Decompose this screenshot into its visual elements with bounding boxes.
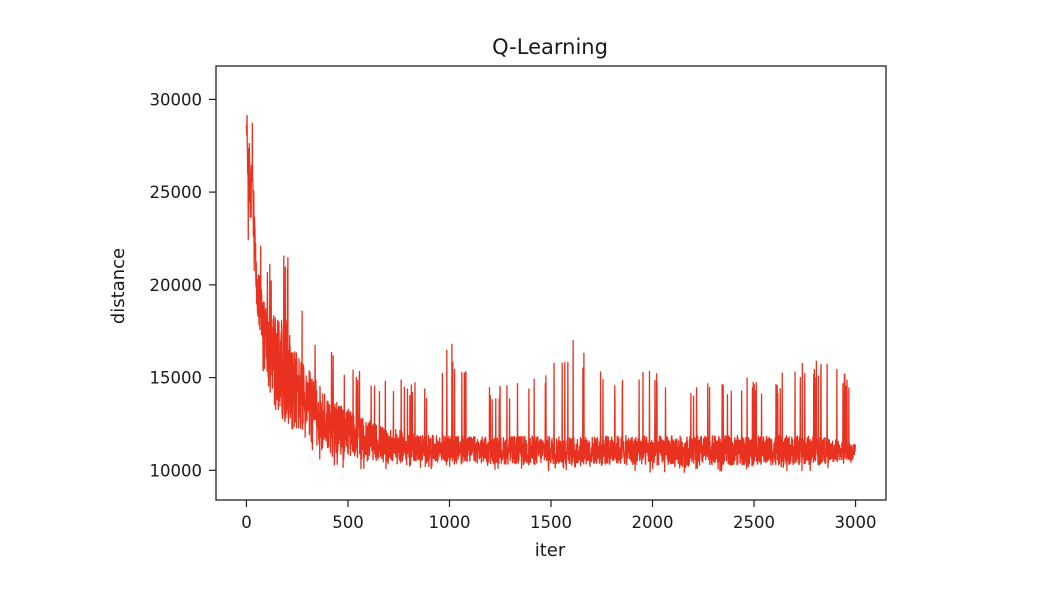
- axes: 0 500 1000 1500 2000 2500 3000 10000 15000 20000 2…: [150, 65, 887, 532]
- x-tick-label: 2500: [733, 513, 775, 532]
- x-tick-label: 0: [241, 513, 252, 532]
- plot-area: [245, 114, 856, 473]
- y-tick-label: 10000: [150, 461, 203, 480]
- y-tick-label: 30000: [150, 90, 203, 109]
- series-line: [245, 114, 856, 473]
- x-tick-label: 1000: [428, 513, 470, 532]
- chart-title: Q-Learning: [492, 35, 608, 59]
- y-tick-label: 15000: [150, 369, 203, 388]
- x-axis-label: iter: [535, 540, 566, 561]
- x-tick-label: 500: [332, 513, 364, 532]
- x-tick-label: 3000: [835, 513, 877, 532]
- y-axis-label: distance: [108, 248, 129, 324]
- y-tick-label: 20000: [150, 276, 203, 295]
- y-tick-label: 25000: [150, 183, 203, 202]
- x-tick-label: 1500: [530, 513, 572, 532]
- x-tick-label: 2000: [632, 513, 674, 532]
